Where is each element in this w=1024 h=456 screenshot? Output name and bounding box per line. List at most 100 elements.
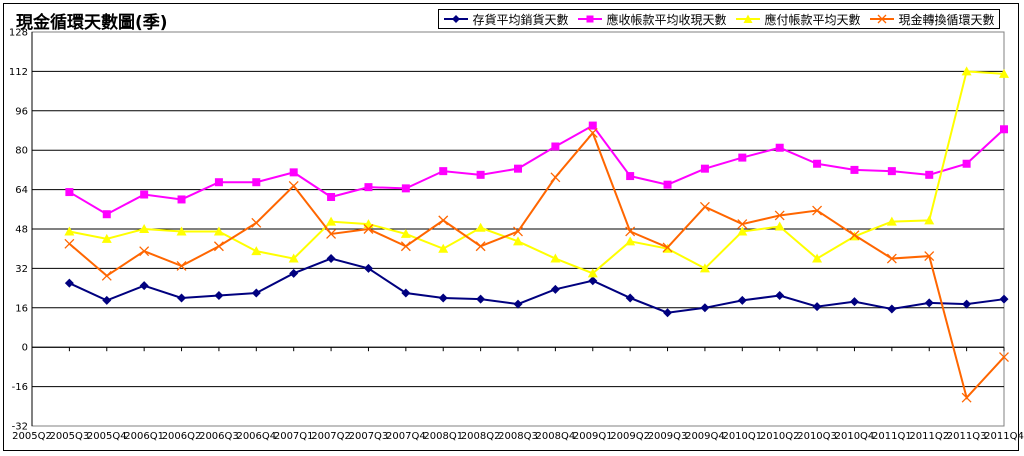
data-point xyxy=(400,241,411,252)
data-point xyxy=(288,180,299,191)
data-point xyxy=(699,263,710,273)
data-point xyxy=(663,308,673,318)
data-point xyxy=(289,268,299,278)
y-tick-label: 16 xyxy=(15,303,28,314)
data-point xyxy=(476,170,485,179)
legend-item: 應收帳款平均收現天數 xyxy=(577,11,727,28)
x-tick-label: 2008Q1 xyxy=(423,431,463,442)
data-point xyxy=(64,238,75,249)
data-point xyxy=(102,295,112,305)
data-point xyxy=(326,228,337,239)
x-tick-label: 2011Q2 xyxy=(909,431,949,442)
data-point xyxy=(363,263,373,273)
data-point xyxy=(626,172,635,181)
data-point xyxy=(401,288,411,298)
y-tick-label: 48 xyxy=(15,225,28,236)
x-tick-label: 2009Q2 xyxy=(610,431,650,442)
y-tick-label: 0 xyxy=(22,343,28,354)
data-point xyxy=(625,293,635,303)
data-point xyxy=(101,270,112,281)
data-point xyxy=(139,224,150,233)
data-point xyxy=(251,246,262,256)
data-point xyxy=(887,304,897,314)
data-point xyxy=(514,164,522,173)
data-point xyxy=(962,299,972,309)
legend-marker xyxy=(878,14,887,24)
data-point xyxy=(476,294,486,304)
data-point xyxy=(139,281,149,291)
data-point xyxy=(364,183,373,192)
data-point xyxy=(812,302,822,312)
data-point xyxy=(400,228,411,238)
data-point xyxy=(438,243,449,253)
data-point xyxy=(1000,125,1008,134)
data-point xyxy=(251,217,262,228)
data-point xyxy=(513,226,523,237)
x-tick-label: 2008Q2 xyxy=(461,431,501,442)
x-tick-label: 2010Q1 xyxy=(722,431,762,442)
data-point xyxy=(251,288,261,298)
x-tick-label: 2011Q1 xyxy=(872,431,912,442)
y-tick-label: 64 xyxy=(15,185,28,196)
x-tick-label: 2009Q1 xyxy=(573,431,613,442)
data-point xyxy=(625,236,636,246)
legend-item: 存貨平均銷貨天數 xyxy=(443,11,569,28)
x-tick-label: 2010Q3 xyxy=(797,431,837,442)
x-tick-label: 2007Q3 xyxy=(349,431,389,442)
data-point xyxy=(700,303,710,313)
series-3 xyxy=(64,66,1009,278)
data-point xyxy=(550,172,561,183)
x-tick-label: 2006Q1 xyxy=(124,431,164,442)
data-point xyxy=(775,290,785,300)
data-point xyxy=(64,226,75,236)
series-4 xyxy=(64,128,1009,403)
data-point xyxy=(289,168,298,177)
data-point xyxy=(849,230,860,241)
data-point xyxy=(925,170,934,179)
data-point xyxy=(102,210,111,219)
x-tick-label: 2006Q3 xyxy=(199,431,239,442)
data-point xyxy=(326,254,336,264)
data-point xyxy=(737,226,748,236)
series-line xyxy=(68,257,1005,314)
series-line xyxy=(68,131,1005,400)
data-point xyxy=(587,128,598,138)
y-tick-label: 96 xyxy=(15,106,28,117)
x-tick-label: 2009Q3 xyxy=(648,431,688,442)
data-point xyxy=(662,242,673,253)
data-point xyxy=(513,299,523,309)
data-point xyxy=(886,253,897,264)
x-tick-label: 2006Q2 xyxy=(162,431,202,442)
data-point xyxy=(363,224,374,234)
legend-label: 存貨平均銷貨天數 xyxy=(472,12,569,27)
data-point xyxy=(663,180,672,189)
data-point xyxy=(213,241,224,252)
data-point xyxy=(587,268,598,278)
data-point xyxy=(213,226,224,236)
data-point xyxy=(327,192,336,201)
x-tick-label: 2007Q1 xyxy=(274,431,314,442)
legend-item: 應付帳款平均天數 xyxy=(735,11,861,28)
data-point xyxy=(737,295,747,305)
data-point xyxy=(961,66,972,76)
legend-item: 現金轉換循環天數 xyxy=(869,11,995,28)
data-point xyxy=(999,68,1009,78)
chart-title: 現金循環天數圖(季) xyxy=(16,13,168,33)
x-tick-label: 2009Q4 xyxy=(685,431,725,442)
y-tick-label: -32 xyxy=(12,422,28,433)
data-point xyxy=(924,251,935,262)
chart-frame: 現金循環天數圖(季) 存貨平均銷貨天數 應收帳款平均收現天數 應付帳款平均天數 現金轉… xyxy=(3,3,1019,451)
data-point xyxy=(177,195,186,204)
legend: 存貨平均銷貨天數 應收帳款平均收現天數 應付帳款平均天數 現金轉換循環天數 xyxy=(438,9,1000,29)
legend-label: 現金轉換循環天數 xyxy=(898,12,995,27)
x-tick-label: 2006Q4 xyxy=(236,431,276,442)
data-point xyxy=(738,153,747,162)
legend-marker xyxy=(743,14,753,23)
legend-swatch-icon xyxy=(736,14,761,23)
data-point xyxy=(214,290,224,300)
data-point xyxy=(438,293,448,303)
data-point xyxy=(65,188,74,197)
data-point xyxy=(101,233,112,243)
y-tick-label: 128 xyxy=(9,28,28,39)
